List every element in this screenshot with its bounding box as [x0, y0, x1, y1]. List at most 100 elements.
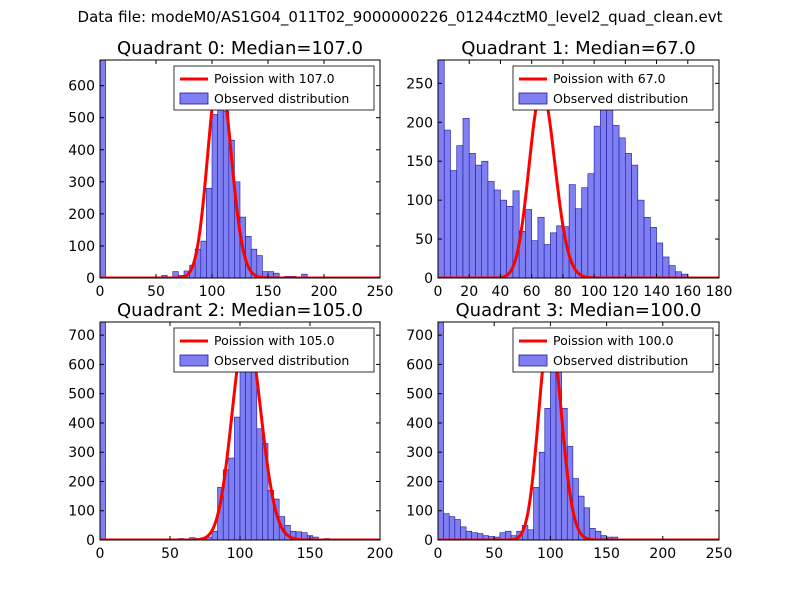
histogram-bar [256, 255, 263, 278]
x-tick-label: 250 [706, 546, 733, 562]
histogram-bar [456, 145, 464, 278]
histogram-bar [475, 164, 483, 278]
plot-area [438, 322, 719, 540]
histogram-bar [217, 82, 224, 278]
histogram-bar [438, 60, 445, 278]
y-tick-label: 500 [68, 111, 95, 127]
histogram-bar [643, 216, 651, 278]
histogram-bar [301, 273, 308, 278]
x-tick-label: 200 [367, 546, 394, 562]
histogram-bar [593, 125, 601, 278]
x-tick-label: 0 [96, 284, 105, 300]
histogram-bar [612, 125, 620, 278]
chart-panel-0: 0 50 100 150 200 250 0 100 200 300 400 500 600 Quadra… [68, 38, 393, 300]
y-tick-label: 100 [406, 504, 433, 520]
histogram-bar [631, 164, 639, 278]
y-tick-label: 400 [406, 416, 433, 432]
x-tick-label: 20 [460, 284, 478, 300]
histogram-bar [100, 322, 106, 540]
histogram-bar [211, 530, 218, 540]
legend-bar-label: Observed distribution [214, 353, 349, 368]
y-tick-label: 400 [68, 416, 95, 432]
y-tick-label: 500 [406, 387, 433, 403]
x-tick-label: 0 [434, 284, 443, 300]
x-tick-label: 250 [367, 284, 394, 300]
x-tick-label: 50 [485, 546, 503, 562]
histogram-bar [443, 129, 451, 278]
figure-title: Data file: modeM0/AS1G04_011T02_90000002… [77, 8, 723, 26]
axes-frame [437, 321, 720, 541]
histogram-bar [443, 513, 450, 540]
y-tick-label: 0 [424, 533, 433, 549]
histogram-bar [462, 118, 470, 278]
panel-title: Quadrant 2: Median=105.0 [117, 300, 363, 321]
histogram-bar [100, 60, 106, 278]
x-tick-label: 100 [227, 546, 254, 562]
legend-line-label: Poission with 67.0 [553, 71, 666, 86]
legend: Poission with 100.0 Observed distribution [512, 327, 714, 373]
legend-bar-label: Observed distribution [214, 91, 349, 106]
poisson-curve [438, 327, 719, 540]
histogram-bar [468, 153, 476, 278]
y-tick-label: 500 [68, 387, 95, 403]
y-tick-label: 100 [68, 504, 95, 520]
legend: Poission with 67.0 Observed distribution [512, 65, 714, 111]
x-tick-label: 150 [255, 284, 282, 300]
y-tick-label: 700 [406, 328, 433, 344]
y-tick-label: 0 [86, 533, 95, 549]
legend-bar-label: Observed distribution [553, 353, 688, 368]
histogram-bar [656, 242, 664, 278]
legend-line-label: Poission with 107.0 [214, 71, 335, 86]
chart-panel-1: 0 20 40 60 80 100 120 140 160 180050100150200250Q… [406, 38, 732, 300]
legend-bar-swatch [179, 92, 209, 105]
histogram-bar [543, 244, 551, 278]
histogram-bar [500, 199, 507, 278]
histogram-bar [222, 110, 230, 278]
histogram-bar [606, 83, 614, 278]
histogram-bar [256, 428, 263, 540]
y-tick-label: 300 [68, 445, 95, 461]
histogram-bar [234, 416, 241, 540]
histogram-bar [637, 199, 645, 278]
x-tick-label: 100 [537, 546, 564, 562]
histogram-bar [587, 173, 595, 278]
legend-bar-swatch [518, 92, 548, 105]
histogram-bar [581, 187, 589, 278]
histogram-bar [481, 160, 489, 278]
histogram-bar [575, 208, 582, 278]
axes-frame [437, 59, 720, 279]
legend-bar-label: Observed distribution [553, 91, 688, 106]
panel-title: Quadrant 1: Median=67.0 [461, 38, 696, 59]
y-tick-label: 400 [68, 143, 95, 159]
x-tick-label: 160 [674, 284, 701, 300]
x-tick-label: 60 [523, 284, 541, 300]
x-tick-label: 120 [612, 284, 639, 300]
histogram-bar [650, 227, 657, 278]
y-tick-label: 600 [406, 357, 433, 373]
histogram-bar [662, 256, 670, 278]
x-tick-label: 150 [297, 546, 324, 562]
histogram-bar [525, 209, 532, 278]
y-tick-label: 600 [68, 79, 95, 95]
histogram-bar [206, 187, 213, 278]
histogram-bar [454, 519, 461, 540]
x-tick-label: 100 [199, 284, 226, 300]
histogram-bar [600, 106, 607, 278]
x-tick-label: 150 [593, 546, 620, 562]
chart-panel-3: 0 50 100 150 200 250 0 100 200 300 400 500 600 700 Qua… [406, 300, 732, 562]
y-tick-label: 100 [68, 239, 95, 255]
chart-panel-2: 0 50 100 150 200 0 100 200 300 400 500 600 700 Quadra… [68, 300, 393, 562]
x-tick-label: 200 [649, 546, 676, 562]
x-tick-label: 100 [581, 284, 608, 300]
histogram-bar [211, 114, 218, 278]
histogram-bar [668, 265, 676, 278]
x-tick-label: 50 [147, 284, 165, 300]
y-tick-label: 0 [424, 271, 433, 287]
y-tick-label: 200 [406, 474, 433, 490]
histogram-bar [200, 240, 207, 278]
histogram-bar [527, 529, 534, 540]
histogram-bar [533, 487, 540, 540]
y-tick-label: 300 [68, 175, 95, 191]
histogram-bar [537, 216, 545, 278]
